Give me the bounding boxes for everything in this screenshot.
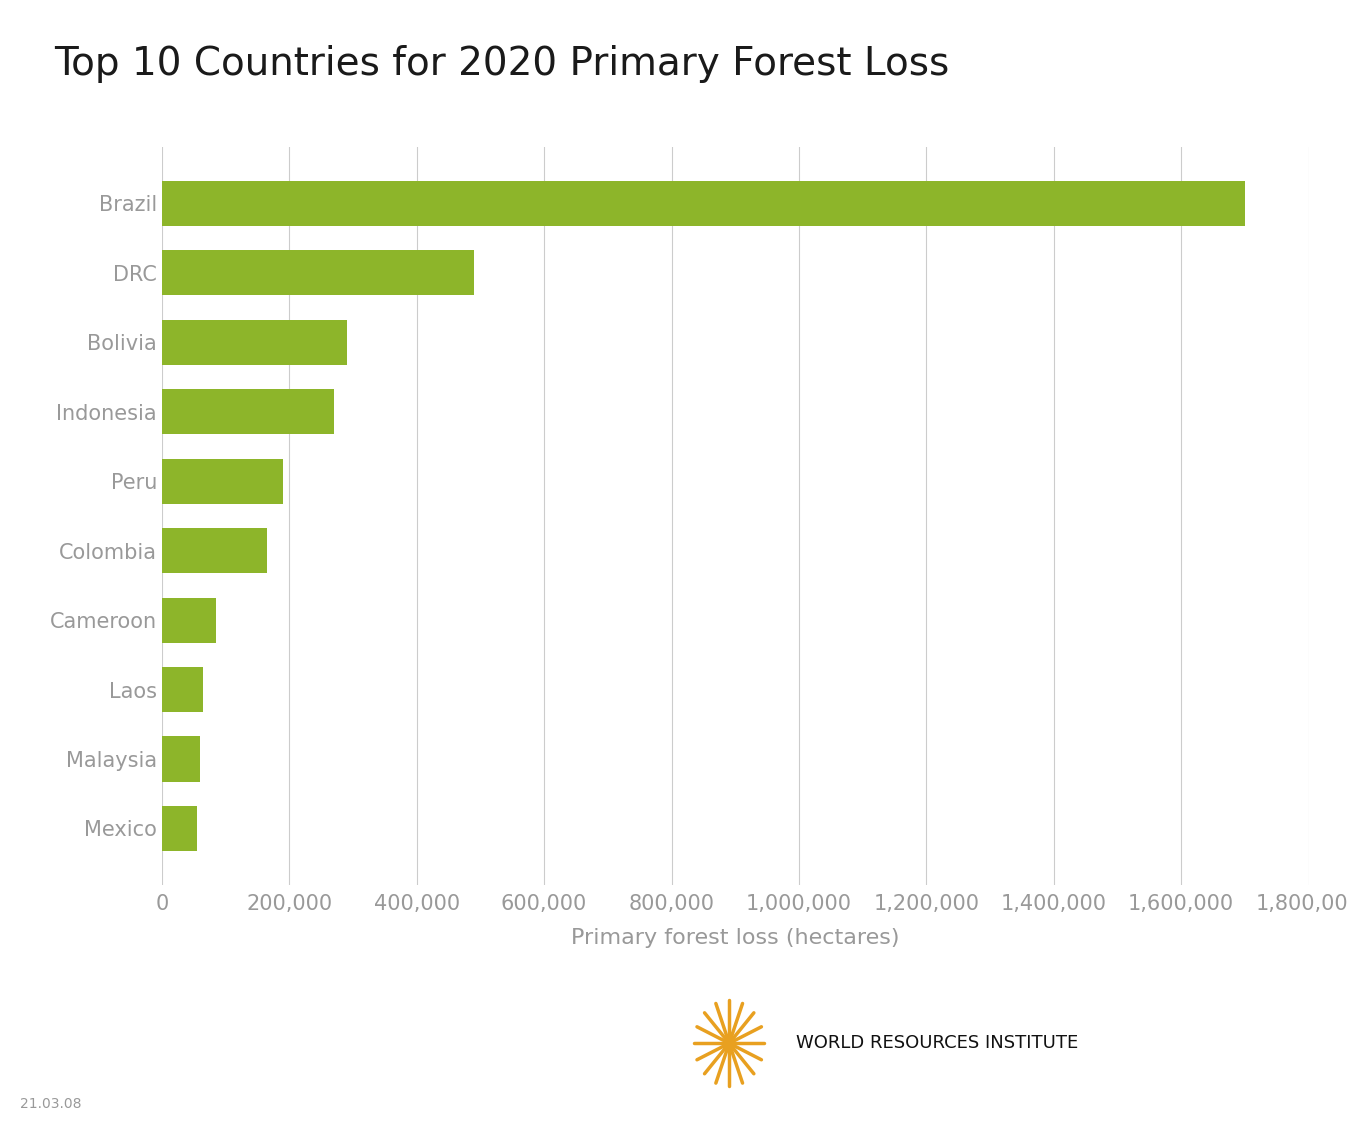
X-axis label: Primary forest loss (hectares): Primary forest loss (hectares) xyxy=(571,928,900,948)
Bar xyxy=(162,736,200,781)
Text: Top 10 Countries for 2020 Primary Forest Loss: Top 10 Countries for 2020 Primary Forest… xyxy=(54,45,950,84)
Bar xyxy=(162,320,347,365)
Text: 21.03.08: 21.03.08 xyxy=(20,1098,82,1111)
Bar xyxy=(162,528,267,574)
Text: WORLD RESOURCES INSTITUTE: WORLD RESOURCES INSTITUTE xyxy=(796,1034,1078,1052)
Bar xyxy=(162,458,283,503)
Bar xyxy=(162,181,1245,226)
Bar xyxy=(162,598,216,643)
Bar xyxy=(162,389,335,434)
Bar xyxy=(162,251,473,296)
Bar xyxy=(162,806,197,850)
Text: GLOBAL
FOREST
WATCH: GLOBAL FOREST WATCH xyxy=(583,1018,645,1068)
Bar xyxy=(162,667,204,712)
